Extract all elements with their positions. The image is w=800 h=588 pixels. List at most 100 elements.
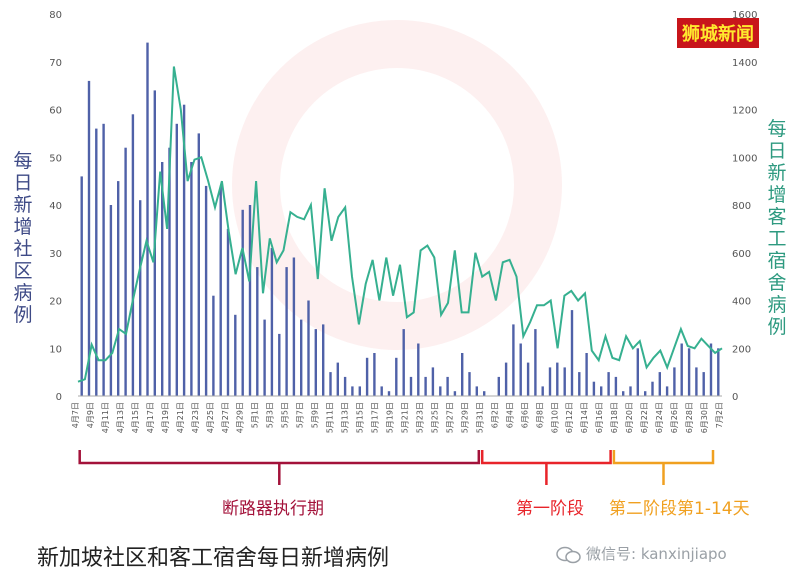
bar (182, 104, 186, 396)
x-tick-label: 4月23日 (191, 402, 200, 433)
bar (204, 185, 208, 396)
x-tick-label: 6月20日 (625, 402, 634, 433)
bar (687, 348, 691, 397)
phase-brackets (78, 450, 715, 485)
bar (219, 185, 222, 396)
left-axis: 0 10 20 30 40 50 60 70 80 (49, 10, 62, 403)
x-tick-label: 5月19日 (386, 402, 395, 433)
phase-bracket (480, 450, 612, 485)
bar (526, 362, 530, 396)
wechat-id-text: 微信号: kanxinjiapo (586, 545, 727, 563)
x-tick-label: 4月7日 (71, 402, 80, 428)
bar (453, 391, 457, 396)
bar (343, 376, 347, 396)
bar (548, 367, 552, 396)
wechat-icon (556, 546, 581, 563)
bar (622, 391, 625, 396)
bar (278, 333, 281, 396)
bar (658, 372, 661, 396)
bar (409, 376, 413, 396)
bar (146, 42, 149, 396)
bar (365, 357, 369, 396)
bar (446, 376, 449, 396)
x-tick-label: 5月15日 (356, 402, 365, 433)
bar (190, 162, 193, 396)
bar (644, 391, 647, 396)
right-tick-label: 800 (732, 201, 751, 212)
bar (380, 386, 383, 396)
x-tick-label: 6月4日 (505, 402, 514, 428)
phase-bracket (78, 450, 481, 485)
bar (475, 386, 478, 396)
bar (680, 343, 683, 396)
bar (292, 257, 296, 396)
bar (95, 128, 98, 396)
left-tick-label: 40 (49, 201, 62, 212)
x-tick-label: 5月31日 (475, 402, 484, 433)
x-tick-label: 5月25日 (430, 402, 439, 433)
x-tick-label: 6月16日 (595, 402, 604, 433)
bar (578, 372, 581, 396)
left-tick-label: 80 (49, 10, 62, 21)
bar (314, 329, 317, 396)
bar (322, 324, 325, 396)
bar (636, 348, 639, 397)
bar (131, 114, 135, 397)
bar (614, 376, 618, 396)
bar (80, 176, 83, 396)
x-tick-label: 4月17日 (146, 402, 155, 433)
bar (139, 200, 142, 396)
bar (175, 123, 178, 397)
left-tick-label: 10 (49, 344, 62, 355)
x-tick-label: 5月21日 (401, 402, 410, 433)
bar (102, 123, 105, 397)
x-tick-label: 4月27日 (221, 402, 230, 433)
left-tick-label: 0 (56, 392, 62, 403)
right-y-axis-title: 每日新增客工宿舍病例 (767, 118, 787, 338)
x-tick-label: 4月9日 (86, 402, 95, 428)
x-tick-label: 4月19日 (161, 402, 170, 433)
left-y-axis-title: 每日新增社区病例 (13, 150, 33, 326)
bar (534, 329, 537, 396)
x-tick-label: 6月24日 (655, 402, 664, 433)
x-tick-label: 5月1日 (251, 402, 260, 428)
bar (702, 372, 705, 396)
bar (695, 367, 698, 396)
bar (300, 319, 303, 396)
x-tick-label: 6月14日 (580, 402, 589, 433)
bar (651, 381, 654, 396)
bar (607, 372, 610, 396)
bar (387, 391, 391, 396)
left-tick-label: 60 (49, 106, 62, 117)
right-tick-label: 1200 (732, 106, 757, 117)
bar (395, 357, 398, 396)
bar (431, 367, 435, 396)
x-tick-label: 5月27日 (445, 402, 454, 433)
bar (241, 209, 244, 396)
right-tick-label: 600 (732, 249, 751, 260)
bar (541, 386, 544, 396)
bar (665, 386, 669, 396)
x-tick-label: 5月29日 (460, 402, 469, 433)
phase-label: 断路器执行期 (222, 499, 324, 519)
bar-series (80, 42, 720, 397)
x-tick-label: 6月6日 (520, 402, 529, 428)
x-axis: 4月7日 4月9日 4月11日 4月13日 4月15日 4月17日 4月19日 4月21日 4月… (71, 395, 724, 433)
bar (234, 314, 237, 396)
bar (556, 362, 559, 396)
bar (124, 147, 127, 396)
x-tick-label: 6月26日 (670, 402, 679, 433)
x-tick-label: 7月2日 (715, 402, 724, 428)
bar (468, 372, 471, 396)
bar (483, 391, 486, 396)
x-tick-label: 6月30日 (700, 402, 709, 433)
bar (161, 162, 164, 396)
bar (117, 181, 120, 396)
bar (461, 353, 464, 396)
x-tick-label: 5月3日 (266, 402, 275, 428)
bar (497, 376, 500, 396)
bar (504, 362, 508, 396)
x-tick-label: 4月29日 (236, 402, 245, 433)
bar (373, 353, 376, 396)
left-tick-label: 50 (49, 153, 62, 164)
